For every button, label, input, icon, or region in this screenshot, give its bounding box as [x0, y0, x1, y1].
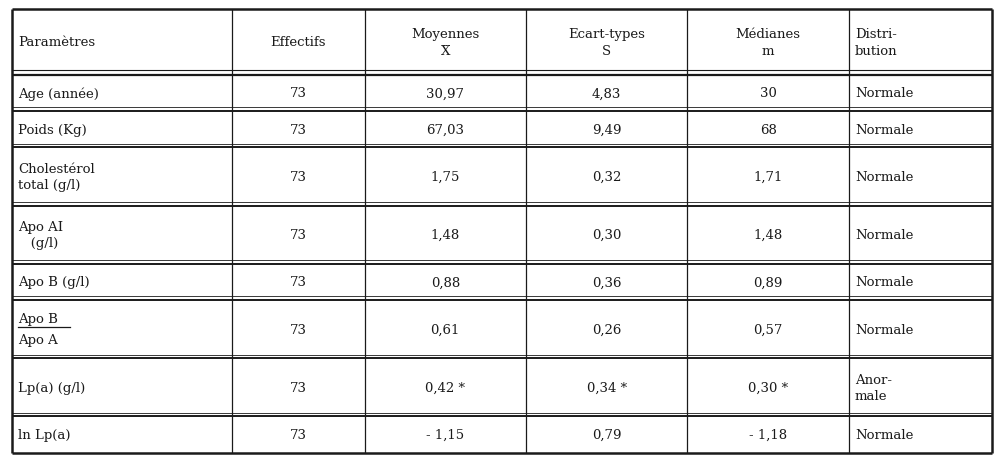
Text: 67,03: 67,03	[426, 124, 463, 137]
Text: 0,36: 0,36	[592, 276, 621, 289]
Text: Normale: Normale	[855, 276, 913, 289]
Text: Normale: Normale	[855, 428, 913, 441]
Text: Poids (Kg): Poids (Kg)	[18, 124, 86, 137]
Text: Apo AI
   (g/l): Apo AI (g/l)	[18, 220, 63, 250]
Text: 73: 73	[289, 323, 306, 336]
Text: 0,61: 0,61	[430, 323, 459, 336]
Text: Moyennes
X̅: Moyennes X̅	[411, 28, 479, 57]
Text: - 1,18: - 1,18	[748, 428, 786, 441]
Text: 9,49: 9,49	[592, 124, 621, 137]
Text: Apo A: Apo A	[18, 333, 58, 346]
Text: Anor-
male: Anor- male	[855, 373, 891, 402]
Text: Normale: Normale	[855, 170, 913, 183]
Text: 73: 73	[289, 381, 306, 394]
Text: 1,48: 1,48	[753, 229, 782, 242]
Text: 73: 73	[289, 276, 306, 289]
Text: 73: 73	[289, 428, 306, 441]
Text: 73: 73	[289, 170, 306, 183]
Text: Lp(a) (g/l): Lp(a) (g/l)	[18, 381, 85, 394]
Text: Normale: Normale	[855, 124, 913, 137]
Text: Cholestérol
total (g/l): Cholestérol total (g/l)	[18, 163, 94, 192]
Text: Apo B: Apo B	[18, 313, 58, 325]
Text: Paramètres: Paramètres	[18, 37, 95, 50]
Text: 0,26: 0,26	[592, 323, 621, 336]
Text: 0,30: 0,30	[592, 229, 621, 242]
Text: 73: 73	[289, 229, 306, 242]
Text: Effectifs: Effectifs	[270, 37, 326, 50]
Text: 0,89: 0,89	[752, 276, 782, 289]
Text: Normale: Normale	[855, 87, 913, 100]
Text: 4,83: 4,83	[592, 87, 621, 100]
Text: - 1,15: - 1,15	[426, 428, 464, 441]
Text: ln Lp(a): ln Lp(a)	[18, 428, 70, 441]
Text: 1,71: 1,71	[752, 170, 782, 183]
Text: 0,57: 0,57	[752, 323, 782, 336]
Text: Normale: Normale	[855, 229, 913, 242]
Text: Médianes
m: Médianes m	[735, 28, 799, 57]
Text: 0,34 *: 0,34 *	[586, 381, 626, 394]
Text: 73: 73	[289, 87, 306, 100]
Text: Age (année): Age (année)	[18, 87, 99, 100]
Text: 0,79: 0,79	[592, 428, 621, 441]
Text: Ecart-types
S: Ecart-types S	[568, 28, 645, 57]
Text: 0,30 *: 0,30 *	[747, 381, 787, 394]
Text: 0,32: 0,32	[592, 170, 621, 183]
Text: 73: 73	[289, 124, 306, 137]
Text: 0,88: 0,88	[430, 276, 459, 289]
Text: Normale: Normale	[855, 323, 913, 336]
Text: 1,75: 1,75	[430, 170, 459, 183]
Text: 1,48: 1,48	[430, 229, 459, 242]
Text: Distri-
bution: Distri- bution	[855, 28, 897, 57]
Text: Apo B (g/l): Apo B (g/l)	[18, 276, 89, 289]
Text: 0,42 *: 0,42 *	[425, 381, 464, 394]
Text: 68: 68	[759, 124, 776, 137]
Text: 30,97: 30,97	[426, 87, 463, 100]
Text: 30: 30	[759, 87, 776, 100]
